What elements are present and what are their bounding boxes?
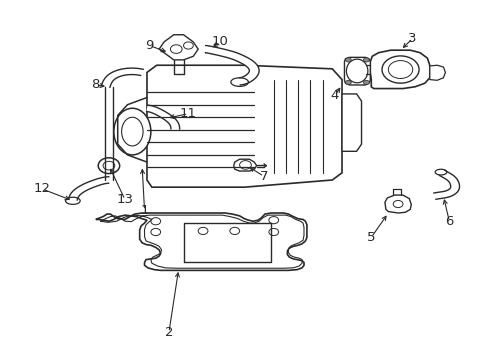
Polygon shape [433, 170, 459, 199]
Circle shape [98, 158, 120, 174]
Text: 2: 2 [164, 326, 173, 339]
Polygon shape [147, 65, 341, 187]
Text: 7: 7 [259, 170, 268, 183]
Circle shape [387, 60, 412, 78]
Text: 8: 8 [91, 78, 100, 91]
Text: 1: 1 [140, 204, 148, 217]
Polygon shape [233, 159, 256, 171]
Circle shape [151, 228, 160, 235]
Circle shape [170, 45, 182, 53]
Ellipse shape [122, 117, 143, 146]
Text: 6: 6 [444, 215, 452, 228]
Circle shape [345, 80, 350, 85]
Polygon shape [101, 68, 143, 87]
Circle shape [103, 161, 115, 170]
Polygon shape [146, 105, 179, 129]
Polygon shape [96, 213, 306, 270]
Ellipse shape [65, 197, 80, 204]
Ellipse shape [114, 108, 151, 155]
Circle shape [229, 227, 239, 234]
Text: 9: 9 [145, 39, 153, 52]
Text: 5: 5 [366, 231, 375, 244]
Polygon shape [104, 87, 113, 180]
Circle shape [183, 42, 193, 49]
Polygon shape [344, 57, 369, 85]
Text: 13: 13 [116, 193, 133, 206]
Polygon shape [159, 35, 198, 60]
Polygon shape [429, 65, 445, 80]
Text: 10: 10 [211, 35, 228, 49]
Polygon shape [384, 195, 410, 213]
Ellipse shape [230, 78, 248, 86]
Circle shape [363, 58, 368, 62]
Circle shape [268, 217, 278, 224]
Polygon shape [341, 94, 361, 151]
Circle shape [239, 161, 251, 169]
Text: 3: 3 [407, 32, 416, 45]
Text: 12: 12 [34, 183, 51, 195]
Polygon shape [68, 177, 109, 200]
Ellipse shape [434, 169, 446, 175]
Circle shape [392, 201, 402, 208]
Circle shape [381, 56, 418, 83]
Text: 4: 4 [330, 89, 338, 102]
Circle shape [198, 227, 207, 234]
Circle shape [151, 218, 160, 225]
Polygon shape [205, 45, 259, 85]
Ellipse shape [346, 59, 367, 83]
Circle shape [268, 228, 278, 235]
Circle shape [345, 58, 350, 62]
Polygon shape [369, 50, 429, 89]
Text: 11: 11 [180, 107, 197, 120]
Circle shape [363, 80, 368, 85]
